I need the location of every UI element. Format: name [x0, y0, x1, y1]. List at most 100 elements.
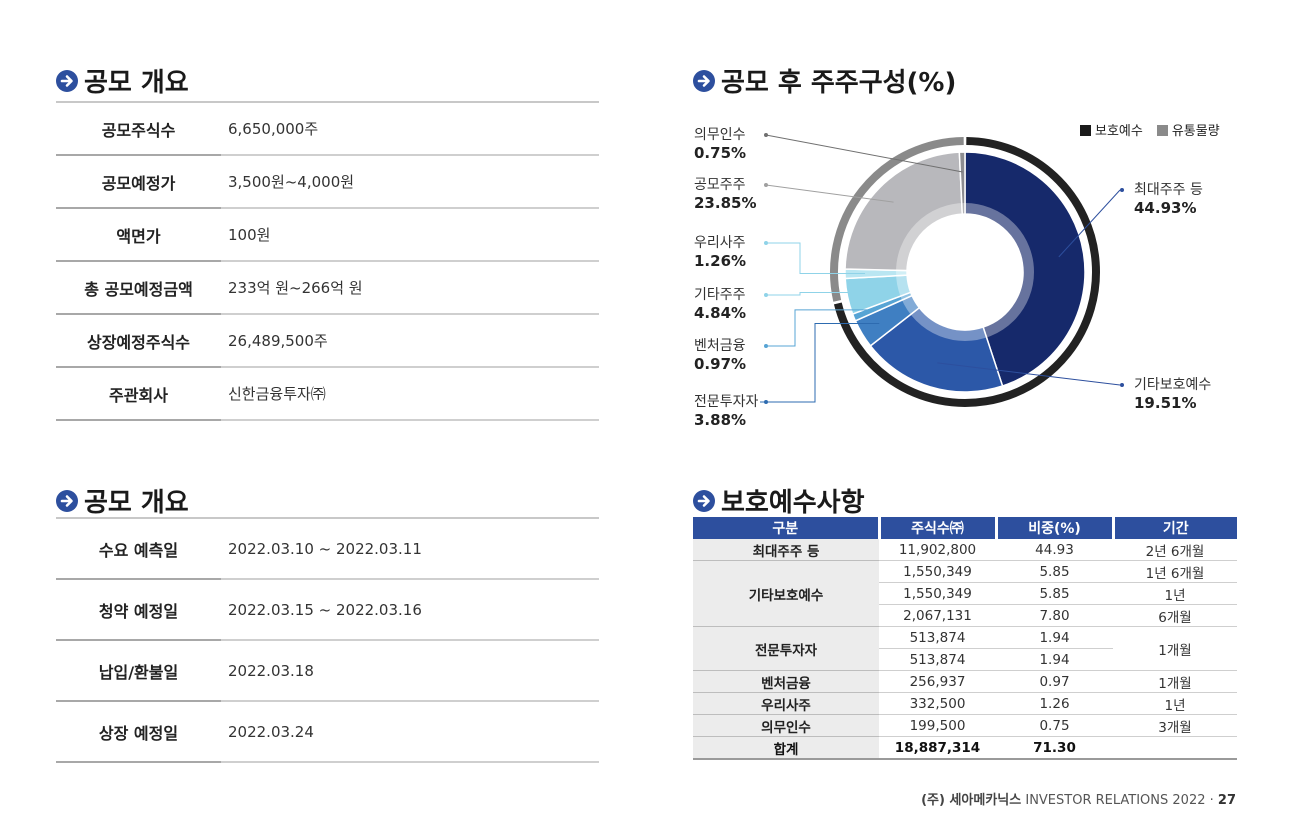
info-row: 납입/환불일 2022.03.18	[56, 641, 599, 702]
section-title-schedule: 공모 개요	[56, 482, 189, 519]
info-value: 2022.03.24	[228, 722, 314, 741]
leader-line	[766, 291, 868, 296]
period-cell	[1113, 736, 1237, 760]
table-row: 기타보호예수 1,550,349 5.85 1년 6개월	[693, 560, 1237, 627]
leader-line	[1058, 189, 1121, 258]
ratio-cell: 0.97	[996, 670, 1113, 693]
slice-label: 전문투자자	[694, 394, 759, 410]
outer-ring-arc	[833, 137, 1100, 407]
table-row: 최대주주 등 11,902,800 44.93 2년 6개월	[693, 539, 1237, 561]
table-row: 513,874 1.94	[693, 648, 1237, 671]
ratio-cell: 7.80	[996, 604, 1113, 627]
section-title-text: 공모 개요	[84, 488, 189, 518]
lockup-header-row: 구분 주식수㈜ 비중(%) 기간	[693, 517, 1237, 539]
info-value: 100원	[228, 226, 271, 244]
period-cell: 1년	[1113, 582, 1237, 605]
page-footer: (주) 세아메카닉스 INVESTOR RELATIONS 2022 · 27	[921, 789, 1236, 808]
lockup-table: 구분 주식수㈜ 비중(%) 기간 최대주주 등 11,902,800 44.93 2년 6개…	[693, 517, 1237, 760]
donut-slice	[869, 306, 1004, 393]
category-cell: 기타보호예수	[693, 560, 879, 627]
slice-label: 기타보호예수	[1134, 377, 1211, 393]
inner-band	[896, 203, 1034, 341]
info-row: 공모주식수 6,650,000주	[56, 103, 599, 156]
ratio-cell: 71.30	[996, 736, 1113, 760]
info-label: 청약 예정일	[98, 601, 179, 621]
section-title-text: 공모 개요	[84, 68, 189, 98]
arrow-circle-icon	[693, 489, 715, 512]
period-cell: 1개월	[1113, 626, 1237, 671]
slice-label: 의무인수	[694, 127, 746, 143]
donut-slice	[958, 151, 966, 215]
ratio-cell: 5.85	[996, 560, 1113, 583]
period-cell: 1년	[1113, 692, 1237, 715]
legend-swatch-gray	[1156, 125, 1168, 136]
lockup-header-cell: 기간	[1111, 517, 1237, 539]
category-cell: 의무인수	[693, 714, 879, 737]
slice-label: 우리사주	[694, 235, 746, 251]
ratio-cell: 0.75	[996, 714, 1113, 737]
slice-label: 공모주주	[694, 177, 746, 193]
legend-swatch-black	[1080, 125, 1091, 136]
info-value: 신한금융투자㈜	[228, 385, 326, 403]
leader-dot	[764, 344, 768, 348]
slice-value: 0.97%	[694, 355, 746, 373]
slice-value: 3.88%	[694, 411, 746, 429]
shareholder-donut-chart: 최대주주 등44.93%기타보호예수19.51%전문투자자3.88%벤처금융0.…	[694, 127, 1211, 429]
leader-line	[765, 134, 963, 173]
info-row: 총 공모예정금액 233억 원~266억 원	[56, 262, 599, 315]
leader-line	[766, 309, 873, 347]
leader-line	[765, 184, 894, 203]
page-number: 27	[1217, 793, 1236, 808]
shares-cell: 256,937	[879, 670, 996, 693]
slice-value: 19.51%	[1134, 394, 1196, 412]
shares-cell: 513,874	[879, 626, 996, 649]
info-row: 상장예정주식수 26,489,500주	[56, 315, 599, 368]
offering-schedule-table: 수요 예측일 2022.03.10 ~ 2022.03.11 청약 예정일 2022.…	[56, 517, 599, 763]
legend-item-lockup: 보호예수	[1080, 120, 1143, 139]
company-logo: (주) 세아메카닉스	[921, 793, 1022, 808]
info-value: 233억 원~266억 원	[228, 279, 363, 297]
leader-line	[760, 323, 880, 403]
info-label: 액면가	[116, 226, 161, 246]
legend-label: 보호예수	[1095, 124, 1143, 139]
ratio-cell: 5.85	[996, 582, 1113, 605]
lockup-header-cell: 주식수㈜	[877, 517, 996, 539]
outer-ring-arc	[830, 137, 964, 302]
period-cell: 1년 6개월	[1113, 560, 1237, 583]
table-row: 의무인수 199,500 0.75 3개월	[693, 714, 1237, 737]
slice-value: 4.84%	[694, 304, 746, 322]
leader-dot	[764, 133, 768, 137]
period-cell: 3개월	[1113, 714, 1237, 737]
leader-dot	[764, 400, 768, 404]
slice-label: 벤처금융	[694, 338, 746, 354]
donut-slice	[964, 151, 1086, 387]
category-cell: 전문투자자	[693, 626, 879, 671]
section-title-text: 공모 후 주주구성(%)	[721, 68, 957, 98]
footer-text: INVESTOR RELATIONS 2022 ·	[1025, 793, 1214, 808]
info-label: 공모주식수	[101, 120, 176, 140]
slice-value: 44.93%	[1134, 199, 1196, 217]
donut-slice	[844, 151, 964, 272]
slice-value: 0.75%	[694, 144, 746, 162]
section-title-lockup: 보호예수사항	[693, 482, 865, 519]
shares-cell: 332,500	[879, 692, 996, 715]
info-row: 상장 예정일 2022.03.24	[56, 702, 599, 763]
period-cell: 1개월	[1113, 670, 1237, 693]
info-label: 주관회사	[109, 385, 168, 405]
lockup-header-cell: 구분	[693, 517, 879, 539]
category-cell: 합계	[693, 736, 879, 760]
arrow-circle-icon	[56, 489, 78, 512]
info-value: 3,500원~4,000원	[228, 173, 355, 191]
leader-dot	[764, 241, 768, 245]
table-row: 1,550,349 5.85 1년	[693, 582, 1237, 605]
ratio-cell: 1.94	[996, 648, 1113, 671]
leader-dot	[1120, 188, 1124, 192]
leader-dot	[764, 293, 768, 297]
shares-cell: 199,500	[879, 714, 996, 737]
table-row: 전문투자자 513,874 1.94 1개월	[693, 626, 1237, 671]
info-label: 총 공모예정금액	[84, 279, 193, 299]
shares-cell: 513,874	[879, 648, 996, 671]
period-cell: 6개월	[1113, 604, 1237, 627]
info-label: 공모예정가	[101, 173, 176, 193]
